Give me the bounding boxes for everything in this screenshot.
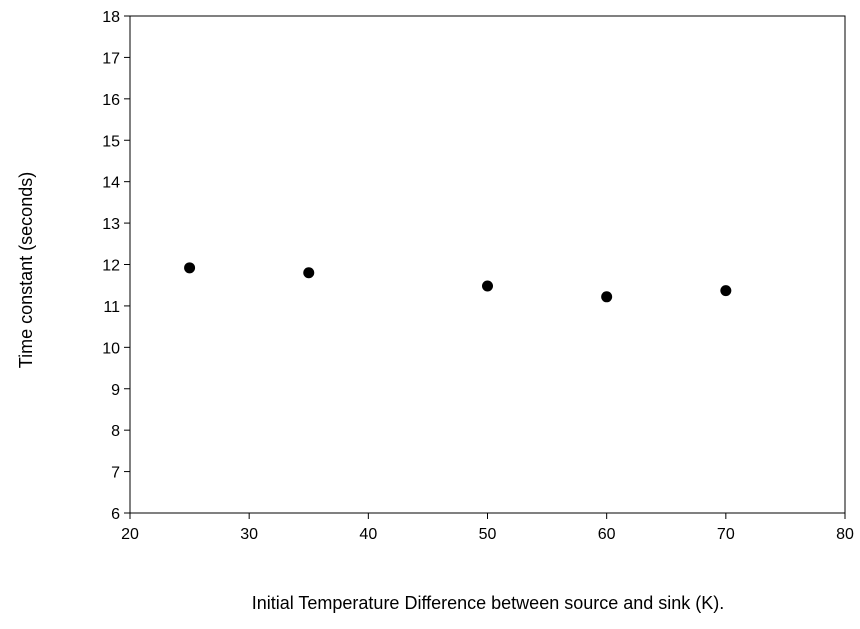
data-point	[482, 280, 493, 292]
y-tick-label: 8	[111, 423, 120, 440]
y-axis-label: Time constant (seconds)	[16, 172, 36, 368]
plot-border	[129, 15, 846, 514]
x-tick-label: 80	[836, 526, 854, 543]
x-tick-label: 30	[240, 526, 258, 543]
data-points	[184, 262, 732, 303]
y-tick-label: 6	[111, 506, 120, 523]
y-tick-label: 15	[102, 133, 120, 150]
x-axis-label: Initial Temperature Difference between s…	[252, 593, 725, 613]
x-tick-label: 60	[598, 526, 616, 543]
y-tick-label: 11	[103, 299, 120, 316]
y-tick-label: 9	[111, 382, 120, 399]
x-tick-label: 50	[479, 526, 497, 543]
y-tick-label: 14	[102, 175, 120, 192]
y-tick-label: 10	[102, 340, 120, 357]
x-tick-label: 20	[121, 526, 139, 543]
data-point	[601, 291, 613, 303]
data-point	[303, 267, 315, 279]
y-axis: 6 7 8 9 10 11 12 13 14 15 16 17 18	[102, 9, 130, 523]
x-tick-label: 70	[717, 526, 735, 543]
y-tick-label: 18	[102, 9, 120, 26]
x-tick-label: 40	[359, 526, 377, 543]
y-tick-label: 16	[102, 92, 120, 109]
data-point	[720, 285, 732, 297]
plot-area	[129, 15, 846, 514]
data-point	[184, 262, 196, 274]
y-tick-label: 13	[102, 216, 120, 233]
y-tick-label: 7	[111, 465, 120, 482]
y-tick-label: 17	[102, 50, 120, 67]
x-axis: 20 30 40 50 60 70 80	[121, 513, 854, 543]
y-tick-label: 12	[102, 258, 120, 275]
